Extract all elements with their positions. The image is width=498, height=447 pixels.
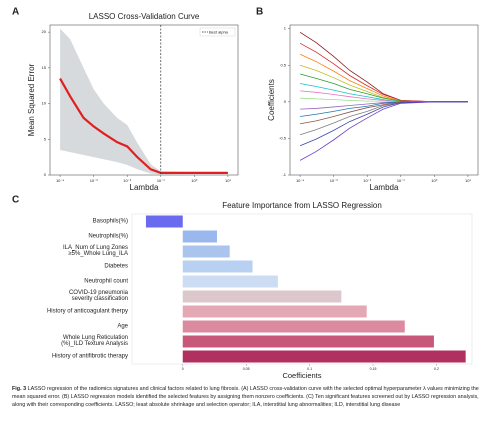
y-tick-label: -0.5 — [279, 135, 287, 140]
plot-frame — [49, 24, 239, 176]
x-axis-label: Lambda — [370, 183, 399, 192]
panel-label: C — [12, 195, 19, 206]
error-band — [60, 28, 228, 175]
panel-label: A — [12, 7, 19, 18]
x-tick-label: 10⁻⁴ — [296, 178, 305, 183]
chart-title: Feature Importance from LASSO Regression — [222, 201, 382, 210]
x-tick-label: 0 — [182, 367, 184, 371]
x-tick-label: 10⁻⁴ — [56, 178, 65, 183]
bar — [182, 305, 367, 318]
y-axis-label: Mean Squared Error — [27, 63, 36, 136]
bar — [182, 245, 230, 258]
y-tick-label: -1 — [282, 172, 286, 177]
chart-title: LASSO Cross-Validation Curve — [89, 12, 200, 21]
caption-label: Fig. 3 — [12, 386, 27, 392]
category-label: COVID-19 pneumonia severity classificati… — [68, 289, 128, 303]
category-label: Whole Lung Reticulation (%)_ILD Texture … — [61, 334, 128, 348]
category-label: Diabetes — [104, 263, 128, 270]
panel-label: B — [256, 7, 263, 18]
x-tick-label: 10⁻² — [123, 178, 132, 183]
category-label: ILA_Num of Lung Zones ≥5%_Whole Lung_ILA — [62, 244, 128, 258]
y-tick-label: 15 — [42, 65, 47, 70]
category-label: Age — [117, 323, 128, 330]
y-tick-label: 1 — [284, 26, 287, 31]
x-tick-label: 10¹ — [225, 178, 231, 183]
category-label: History of antifibrotic therapy — [51, 353, 128, 360]
legend-label: Best alpha — [209, 29, 229, 34]
x-tick-label: 10⁻² — [363, 178, 372, 183]
x-tick-label: 10⁰ — [191, 178, 197, 183]
category-label: Neutrophil count — [84, 278, 128, 285]
bar — [145, 215, 183, 228]
category-label: History of anticoagulant therpy — [46, 308, 128, 315]
x-tick-label: 10⁻¹ — [157, 178, 166, 183]
y-axis-label: Coefficients — [267, 79, 276, 121]
bar — [182, 350, 466, 363]
x-tick-label: 0.2 — [434, 367, 439, 371]
bar — [182, 335, 434, 348]
series-line — [59, 78, 228, 174]
series-line — [299, 42, 468, 103]
series-line — [299, 101, 468, 147]
y-tick-label: 0.5 — [280, 62, 286, 67]
category-label: Neutrophils(%) — [88, 233, 128, 240]
x-tick-label: 10⁻³ — [330, 178, 339, 183]
bar — [182, 275, 278, 288]
x-tick-label: 10¹ — [465, 178, 471, 183]
y-tick-label: 10 — [42, 101, 47, 106]
x-tick-label: 0.15 — [370, 367, 377, 371]
x-tick-label: 10⁻³ — [90, 178, 99, 183]
y-tick-label: 0 — [44, 172, 47, 177]
legend-box — [199, 27, 236, 37]
caption: Fig. 3 LASSO regression of the radiomics… — [12, 386, 486, 409]
y-tick-label: 20 — [42, 29, 47, 34]
x-tick-label: 0.1 — [307, 367, 312, 371]
y-tick-label: 5 — [44, 136, 47, 141]
caption-text: LASSO regression of the radiomics signat… — [12, 386, 479, 408]
x-tick-label: 0.05 — [243, 367, 250, 371]
y-tick-label: 0 — [284, 99, 287, 104]
x-axis-label: Coefficients — [282, 371, 321, 380]
bar — [182, 260, 253, 273]
category-label: Basophils(%) — [92, 218, 128, 225]
series-line — [299, 101, 468, 161]
x-axis-label: Lambda — [130, 183, 159, 192]
bar — [182, 320, 405, 333]
x-tick-label: 10⁻¹ — [397, 178, 406, 183]
bar — [182, 290, 342, 303]
series-line — [299, 31, 468, 103]
x-tick-label: 10⁰ — [431, 178, 437, 183]
plot-frame — [131, 213, 473, 365]
bar — [182, 230, 217, 243]
plot-frame — [289, 24, 479, 176]
